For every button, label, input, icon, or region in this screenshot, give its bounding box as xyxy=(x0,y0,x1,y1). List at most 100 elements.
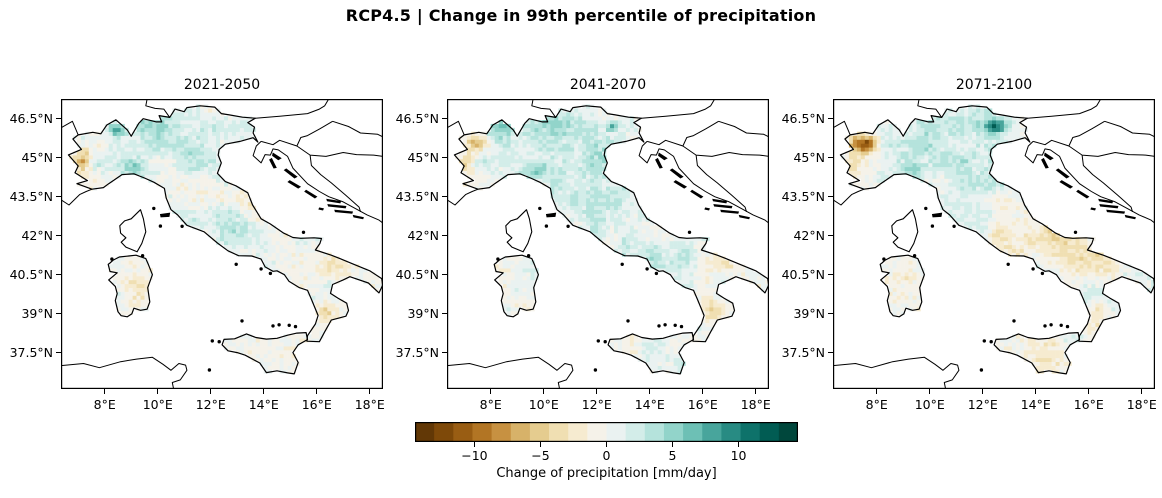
lon-tick-label: 16°E xyxy=(687,397,718,412)
lon-tick-mark xyxy=(1035,389,1037,394)
lon-tick-label: 12°E xyxy=(967,397,998,412)
colorbar-tick-label: 10 xyxy=(730,448,747,463)
border-line xyxy=(1027,99,1102,119)
border-line xyxy=(309,155,361,212)
coastline-corsica xyxy=(891,209,919,253)
small-islands xyxy=(496,152,750,372)
colorbar-segment xyxy=(415,422,435,442)
lat-tick-label: 37.5°N xyxy=(9,345,53,361)
lat-tick-label: 46.5°N xyxy=(781,111,825,127)
lat-tick-mark xyxy=(442,352,447,354)
coastline-corsica xyxy=(119,209,147,253)
coastline-sicily xyxy=(607,332,695,375)
colorbar-tick-mark xyxy=(606,442,607,447)
axes-frame xyxy=(447,99,769,389)
lat-tick-mark xyxy=(442,235,447,237)
lon-tick-label: 16°E xyxy=(1073,397,1104,412)
lon-tick-mark xyxy=(702,389,704,394)
coastline-sardinia xyxy=(107,254,153,318)
lat-tick-label: 40.5°N xyxy=(9,267,53,283)
coastline-sicily xyxy=(221,332,309,375)
lon-tick-label: 10°E xyxy=(142,397,173,412)
lat-tick-mark xyxy=(442,157,447,159)
lat-tick-label: 43.5°N xyxy=(9,189,53,205)
colorbar-segment xyxy=(644,422,665,442)
colorbar-frame xyxy=(415,422,798,442)
lon-tick-mark xyxy=(157,389,159,394)
border-line xyxy=(260,120,333,147)
border-line xyxy=(718,120,769,138)
coastlines-and-borders xyxy=(447,99,769,389)
lat-tick-label: 37.5°N xyxy=(395,345,439,361)
axes-frame xyxy=(61,99,383,389)
border-line xyxy=(682,145,769,157)
colorbar-tick-label: −10 xyxy=(461,448,488,463)
border-line xyxy=(61,188,93,206)
coastline-italy xyxy=(839,105,1155,343)
lat-tick-label: 45°N xyxy=(793,150,825,166)
lat-tick-label: 43.5°N xyxy=(781,189,825,205)
lon-tick-mark xyxy=(876,389,878,394)
border-line xyxy=(61,120,79,136)
lon-tick-mark xyxy=(490,389,492,394)
border-line xyxy=(646,120,719,147)
lat-tick-label: 43.5°N xyxy=(395,189,439,205)
lat-tick-label: 42°N xyxy=(21,228,53,244)
lat-tick-mark xyxy=(56,118,61,120)
lat-tick-label: 39°N xyxy=(793,306,825,322)
lon-tick-mark xyxy=(1088,389,1090,394)
lat-tick-mark xyxy=(828,352,833,354)
colorbar-tick-mark xyxy=(738,442,740,447)
lat-tick-mark xyxy=(56,313,61,315)
colorbar-segment xyxy=(683,422,703,442)
lon-tick-mark xyxy=(263,389,265,394)
border-line xyxy=(447,356,574,389)
border-line xyxy=(917,99,943,118)
colorbar-tick-label: 5 xyxy=(668,448,677,463)
border-line xyxy=(1032,120,1105,147)
colorbar-tick-mark xyxy=(473,442,475,447)
colorbar-tick-label: 0 xyxy=(602,448,611,463)
lat-tick-mark xyxy=(828,235,833,237)
lat-tick-label: 42°N xyxy=(793,228,825,244)
lat-tick-label: 46.5°N xyxy=(9,111,53,127)
border-line xyxy=(447,120,465,136)
lon-tick-mark xyxy=(929,389,931,394)
axes-frame xyxy=(833,99,1155,389)
border-line xyxy=(296,145,383,157)
colorbar-segment xyxy=(606,422,627,442)
colorbar-segment xyxy=(721,422,741,442)
colorbar xyxy=(415,422,798,442)
lon-tick-label: 18°E xyxy=(1126,397,1157,412)
lat-tick-mark xyxy=(442,196,447,198)
lat-tick-label: 37.5°N xyxy=(781,345,825,361)
precipitation-grid xyxy=(841,104,1155,374)
lat-tick-mark xyxy=(828,196,833,198)
coastline-italy xyxy=(67,105,383,343)
colorbar-segment xyxy=(625,422,646,442)
border-line xyxy=(252,141,383,224)
border-line xyxy=(332,120,383,138)
border-line xyxy=(255,99,330,119)
coastline-sardinia xyxy=(493,254,539,318)
lon-tick-mark xyxy=(596,389,598,394)
border-line xyxy=(833,120,851,136)
lon-tick-label: 18°E xyxy=(354,397,385,412)
lat-tick-label: 45°N xyxy=(21,150,53,166)
lat-tick-mark xyxy=(56,196,61,198)
coastlines-and-borders xyxy=(61,99,383,389)
lat-tick-label: 46.5°N xyxy=(395,111,439,127)
lat-tick-label: 45°N xyxy=(407,150,439,166)
colorbar-label: Change of precipitation [mm/day] xyxy=(496,466,717,481)
lat-tick-mark xyxy=(442,313,447,315)
panel-title-2041-2070: 2041-2070 xyxy=(569,77,647,93)
colorbar-segment xyxy=(472,422,492,442)
lon-tick-mark xyxy=(104,389,106,394)
lon-tick-label: 10°E xyxy=(528,397,559,412)
lat-tick-label: 42°N xyxy=(407,228,439,244)
border-line xyxy=(1068,145,1155,157)
lon-tick-label: 10°E xyxy=(914,397,945,412)
map-panel-2021-2050 xyxy=(61,99,383,389)
lat-tick-label: 40.5°N xyxy=(781,267,825,283)
border-line xyxy=(833,188,865,206)
